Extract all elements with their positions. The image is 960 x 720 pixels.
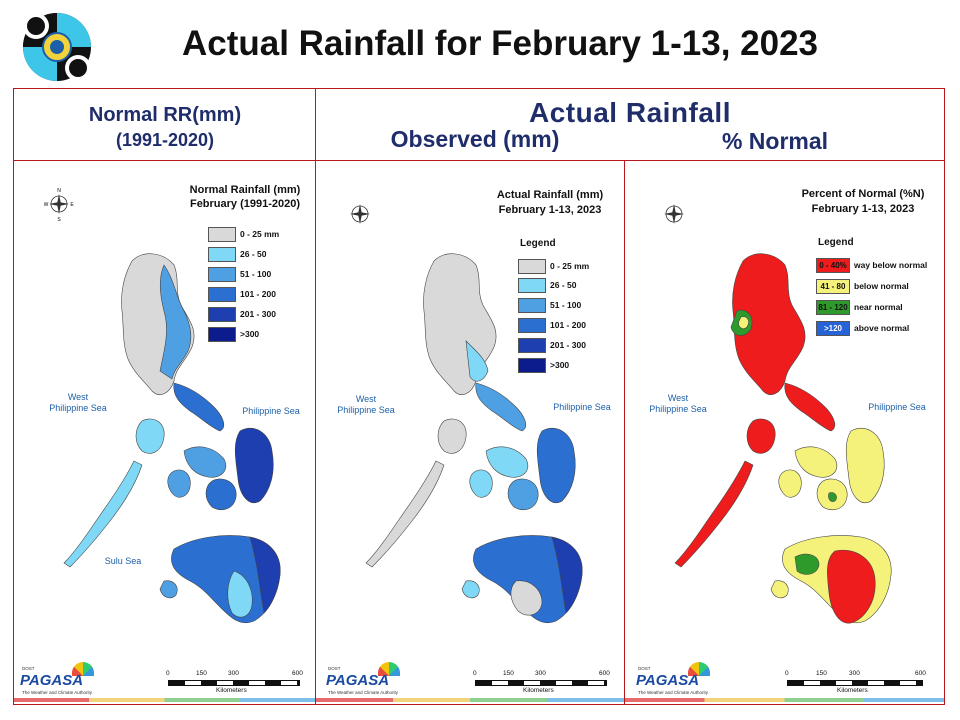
- svg-text:N: N: [57, 188, 61, 194]
- color-stripe-3: [625, 698, 944, 702]
- sea-label-west-3: West Philippine Sea: [649, 393, 707, 414]
- pagasa-seal-logo: [22, 12, 92, 82]
- panel2-title-line2: February 1-13, 2023: [498, 204, 602, 216]
- percent-normal-map: [674, 253, 892, 624]
- legend-heading-panel3: Legend: [818, 237, 854, 248]
- normal-rainfall-map: [63, 253, 281, 624]
- color-stripe-2: [316, 698, 624, 702]
- header-percent-normal: % Normal: [721, 128, 829, 154]
- observed-rainfall-map: [365, 253, 583, 624]
- header-observed: Observed (mm): [390, 126, 560, 152]
- umbrella-icon: [72, 662, 94, 676]
- scale-bar-3: 0 150 300 600 Kilometers: [785, 670, 926, 694]
- umbrella-icon: [688, 662, 710, 676]
- svg-text:S: S: [57, 217, 61, 222]
- pagasa-brand-2: DOST PAGASA The Weather and Climate Auth…: [326, 662, 406, 698]
- sea-label-west-2: West Philippine Sea: [337, 394, 395, 415]
- map-panel-observed: [316, 161, 624, 704]
- scale-bar-2: 0 150 300 600 Kilometers: [473, 670, 610, 694]
- sea-label-east: Philippine Sea: [242, 406, 300, 416]
- sea-label-east-2: Philippine Sea: [553, 402, 611, 412]
- scale-bar-1: 0 150 300 600 Kilometers: [166, 670, 303, 694]
- pagasa-brand-3: DOST PAGASA The Weather and Climate Auth…: [636, 662, 716, 698]
- legend-panel2: 0 - 25 mm 26 - 50 51 - 100 101 - 200 201…: [518, 259, 623, 379]
- sea-label-west: West Philippine Sea: [49, 392, 107, 413]
- sea-label-sulu: Sulu Sea: [104, 556, 142, 566]
- header-normal-line1: Normal RR(mm): [88, 104, 242, 126]
- svg-text:E: E: [70, 202, 74, 208]
- map-panel-percent: [625, 161, 944, 704]
- panel1-title-line1: Normal Rainfall (mm): [189, 184, 301, 196]
- compass-rose-3: [659, 196, 689, 232]
- header-actual-cell: [315, 88, 945, 161]
- legend-heading-panel2: Legend: [520, 238, 556, 249]
- legend-panel3: 0 - 40% way below normal 41 - 80 below nor…: [816, 258, 941, 342]
- color-stripe-1: [14, 698, 315, 702]
- map-panel-normal: [14, 161, 315, 704]
- panel2-title-line1: Actual Rainfall (mm): [496, 189, 604, 201]
- svg-text:W: W: [44, 202, 49, 208]
- panel3-title-line2: February 1-13, 2023: [811, 203, 915, 215]
- compass-rose-2: [345, 196, 375, 232]
- panel-frame-right: [624, 160, 945, 705]
- page-title: Actual Rainfall for February 1-13, 2023: [181, 24, 819, 63]
- sea-label-east-3: Philippine Sea: [868, 402, 926, 412]
- compass-rose-1: N S W E: [44, 186, 75, 223]
- legend-panel1: 0 - 25 mm 26 - 50 51 - 100 101 - 200 201…: [208, 227, 318, 357]
- header-normal-line2: (1991-2020): [115, 130, 215, 150]
- header-actual-rainfall: Actual Rainfall: [529, 97, 731, 128]
- panel3-title-line1: Percent of Normal (%N): [801, 188, 925, 200]
- pagasa-brand-1: DOST PAGASA The Weather and Climate Auth…: [20, 662, 100, 698]
- umbrella-icon: [378, 662, 400, 676]
- panel1-title-line2: February (1991-2020): [189, 198, 301, 210]
